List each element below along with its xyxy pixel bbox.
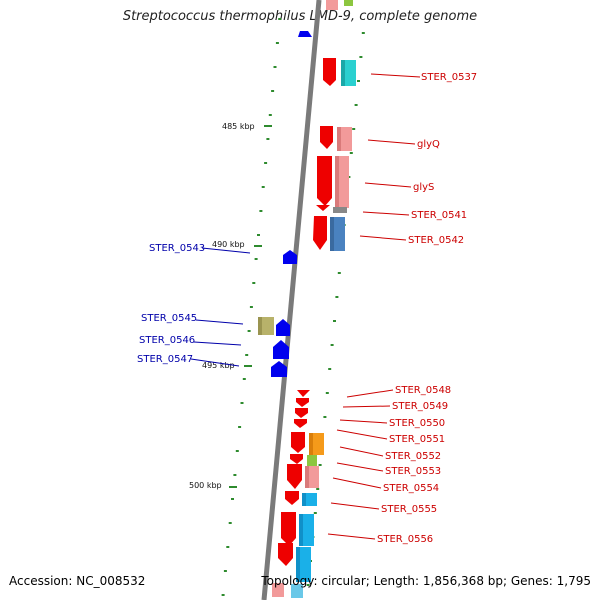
- gene-label-STER_0552[interactable]: STER_0552: [385, 451, 441, 462]
- gene-label-STER_0556[interactable]: STER_0556: [377, 534, 433, 545]
- gene-STER_0549: [296, 398, 309, 407]
- gene-top-stub-green: [344, 0, 353, 6]
- tick-dot: [359, 56, 363, 58]
- tick-dot: [264, 162, 268, 164]
- tick-dot: [228, 522, 232, 524]
- tick-dot: [221, 594, 225, 596]
- gene-label-STER_0549[interactable]: STER_0549: [392, 401, 448, 412]
- gene-label-glyQ[interactable]: glyQ: [417, 139, 440, 150]
- kbp-label-495: 495 kbp: [202, 361, 235, 370]
- accession-label: Accession: NC_008532: [9, 574, 146, 588]
- gene-bottom-lower: [272, 543, 311, 598]
- tick-dot: [271, 90, 275, 92]
- tick-dot: [249, 306, 253, 308]
- tick-dot: [354, 104, 358, 106]
- gene-label-STER_0554[interactable]: STER_0554: [383, 483, 439, 494]
- gene-label-STER_0537[interactable]: STER_0537: [421, 72, 477, 83]
- kbp-mark-500: 500 kbp: [189, 481, 237, 490]
- kbp-mark-485: 485 kbp: [222, 122, 272, 131]
- gene-label-STER_0553[interactable]: STER_0553: [385, 466, 441, 477]
- tick-dot: [261, 186, 265, 188]
- gene-label-STER_0541[interactable]: STER_0541: [411, 210, 467, 221]
- gene-glyS: [316, 156, 349, 213]
- tick-dot: [349, 152, 353, 154]
- genome-summary: Topology: circular; Length: 1,856,368 bp…: [261, 574, 591, 588]
- kbp-label-500: 500 kbp: [189, 481, 222, 490]
- tick-dot: [223, 570, 227, 572]
- gene-STER_0555: [285, 491, 317, 506]
- tick-dot: [357, 80, 360, 82]
- kbp-label-485: 485 kbp: [222, 122, 255, 131]
- tick-dot: [266, 138, 270, 140]
- gene-top-stub-pink: [326, 0, 338, 10]
- tick-dot: [318, 464, 322, 466]
- gene-label-STER_0543[interactable]: STER_0543: [149, 243, 205, 254]
- tick-dot: [257, 234, 260, 236]
- reverse-label-lines: [190, 247, 251, 367]
- gene-STER_0553: [290, 454, 317, 467]
- gene-label-STER_0555[interactable]: STER_0555: [381, 504, 437, 515]
- gene-STER_0546: [273, 340, 289, 359]
- tick-dot: [275, 42, 279, 44]
- forward-label-lines: [327, 73, 421, 540]
- gene-STER_0556: [281, 512, 314, 546]
- gene-STER_0548: [297, 390, 310, 397]
- tick-dot: [245, 354, 249, 356]
- tick-dot: [238, 426, 242, 428]
- gene-label-STER_0546[interactable]: STER_0546: [139, 335, 195, 346]
- gene-label-glyS[interactable]: glyS: [413, 182, 434, 193]
- gene-STER_0545: [258, 317, 290, 336]
- tick-dot: [254, 258, 258, 260]
- genome-backbone: [261, 0, 322, 600]
- tick-dot: [313, 512, 317, 514]
- tick-dot: [247, 330, 251, 332]
- tick-dot: [278, 18, 282, 20]
- tick-dot: [335, 296, 339, 298]
- gene-STER_0550: [295, 408, 308, 418]
- gene-STER_0543: [283, 250, 297, 264]
- tick-dot: [306, 584, 310, 586]
- tick-dot: [323, 416, 327, 418]
- map-title: Streptococcus thermophilus LMD-9, comple…: [122, 9, 478, 24]
- tick-dot: [226, 546, 230, 548]
- tick-dot: [235, 450, 239, 452]
- tick-dot: [259, 210, 263, 212]
- kbp-label-490: 490 kbp: [212, 240, 245, 249]
- gene-label-STER_0547[interactable]: STER_0547: [137, 354, 193, 365]
- tick-dot: [361, 32, 365, 34]
- tick-dot: [231, 498, 234, 500]
- tick-dot: [233, 474, 237, 476]
- tick-dot: [242, 378, 246, 380]
- gene-STER_0537: [323, 58, 356, 86]
- gene-label-STER_0545[interactable]: STER_0545: [141, 313, 197, 324]
- kbp-mark-495: 495 kbp: [202, 361, 252, 370]
- tick-dot: [328, 368, 332, 370]
- gene-label-STER_0542[interactable]: STER_0542: [408, 235, 464, 246]
- tick-dot: [325, 392, 329, 394]
- gene-STER_0552: [291, 432, 324, 455]
- gene-STER_0551: [294, 419, 307, 428]
- tick-dot: [240, 402, 244, 404]
- gene-STER_0547: [271, 361, 287, 377]
- gene-label-STER_0548[interactable]: STER_0548: [395, 385, 451, 396]
- tick-dot: [252, 282, 256, 284]
- kbp-mark-490: 490 kbp: [212, 240, 262, 249]
- tick-dot: [337, 272, 341, 274]
- tick-dot: [330, 344, 334, 346]
- gene-glyQ: [320, 126, 352, 151]
- tick-dot: [333, 320, 336, 322]
- tick-dot: [268, 114, 272, 116]
- gene-label-STER_0550[interactable]: STER_0550: [389, 418, 445, 429]
- tick-dot: [316, 488, 320, 490]
- tick-dot: [273, 66, 277, 68]
- gene-label-STER_0551[interactable]: STER_0551: [389, 434, 445, 445]
- gene-top-blue: [298, 31, 312, 37]
- gene-STER_0554: [287, 464, 319, 489]
- gene-STER_0542: [313, 216, 345, 251]
- tick-dot: [352, 128, 356, 130]
